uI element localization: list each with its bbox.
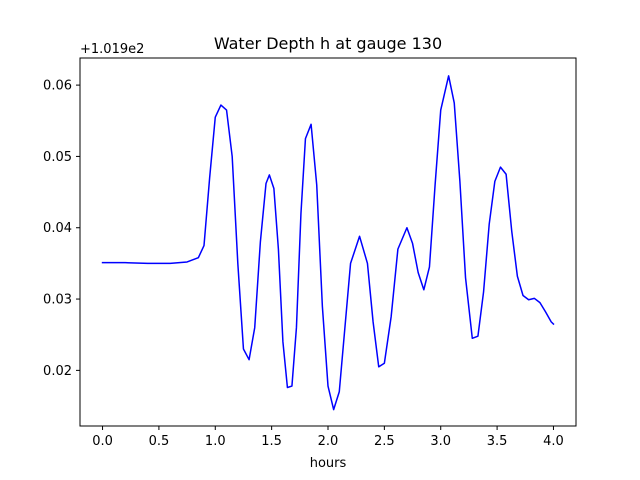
x-tick-label: 0.5	[149, 434, 170, 449]
y-tick-label: 0.06	[43, 79, 72, 94]
x-tick-label: 2.0	[318, 434, 339, 449]
series-line-0	[101, 75, 555, 411]
y-tick-label: 0.04	[43, 221, 72, 236]
x-tick-label: 3.0	[430, 434, 451, 449]
y-tick-label: 0.05	[43, 150, 72, 165]
x-tick-label: 2.5	[374, 434, 395, 449]
x-tick-label: 1.5	[261, 434, 282, 449]
x-tick-label: 4.0	[543, 434, 564, 449]
y-tick-label: 0.02	[43, 364, 72, 379]
x-tick-label: 3.5	[487, 434, 508, 449]
y-tick-label: 0.03	[43, 293, 72, 308]
chart-title: Water Depth h at gauge 130	[214, 34, 442, 53]
x-tick-label: 0.0	[92, 434, 113, 449]
y-offset-label: +1.019e2	[80, 42, 144, 57]
x-axis-label: hours	[310, 456, 347, 471]
x-tick-label: 1.0	[205, 434, 226, 449]
axes-frame	[79, 57, 577, 427]
plot-area: 0.0 0.5 1.0 1.5 2.0 2.5 3.0 3.5 4.0 0.02 0.03 0.04 0…	[43, 57, 577, 449]
